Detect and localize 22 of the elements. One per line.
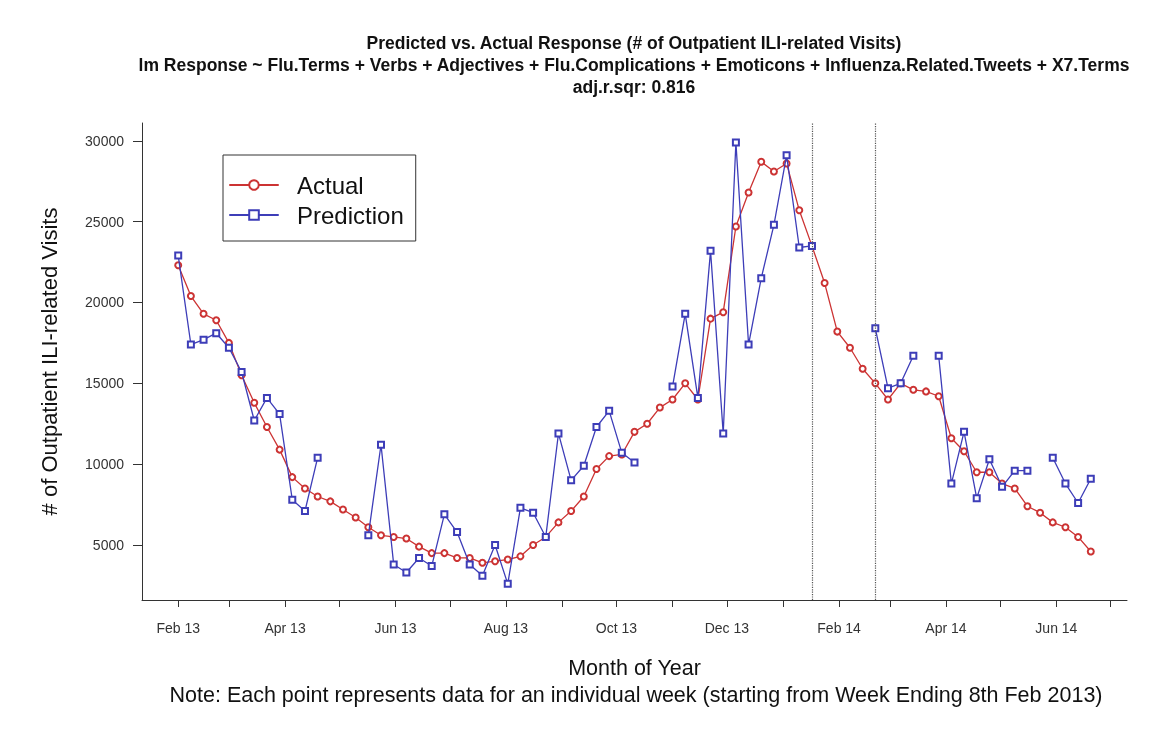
y-axis-title: # of Outpatient ILI-related Visits xyxy=(36,207,62,516)
x-tick-label: Dec 13 xyxy=(704,620,750,636)
x-tick-label: Apr 14 xyxy=(925,620,967,636)
y-tick-label: 10000 xyxy=(85,456,125,473)
x-axis-title: Month of Year xyxy=(568,656,701,680)
y-tick-label: 15000 xyxy=(85,375,125,392)
x-tick-label: Feb 14 xyxy=(817,620,862,636)
y-tick-label: 25000 xyxy=(85,213,125,230)
legend-label: Actual xyxy=(297,171,364,199)
text: Note: Each point represents data for an individual week (starting from Week Ending 8th Feb 2013) xyxy=(169,683,1103,707)
x-tick-label: Aug 13 xyxy=(483,620,529,636)
chart-subtitle: lm Response ~ Flu.Terms + Verbs + Adjectives + Flu.Complications + Emoticons + Influenza.Related.Tweets + X7.Terms adj.r.sqr: 0.816 xyxy=(138,55,1130,97)
y-tick-label: 5000 xyxy=(92,537,125,554)
chart-title: Predicted vs. Actual Response (# of Outpatient ILI-related Visits) xyxy=(366,33,902,53)
x-tick-label: Feb 13 xyxy=(156,620,201,636)
x-tick-label: Jun 13 xyxy=(374,620,417,636)
x-tick-label: Jun 14 xyxy=(1035,620,1078,636)
x-tick-label: Apr 13 xyxy=(264,620,306,636)
y-tick-label: 30000 xyxy=(85,132,125,149)
y-tick-label: 20000 xyxy=(85,294,125,311)
x-tick-label: Oct 13 xyxy=(595,620,638,636)
legend-label: Prediction xyxy=(297,201,404,229)
